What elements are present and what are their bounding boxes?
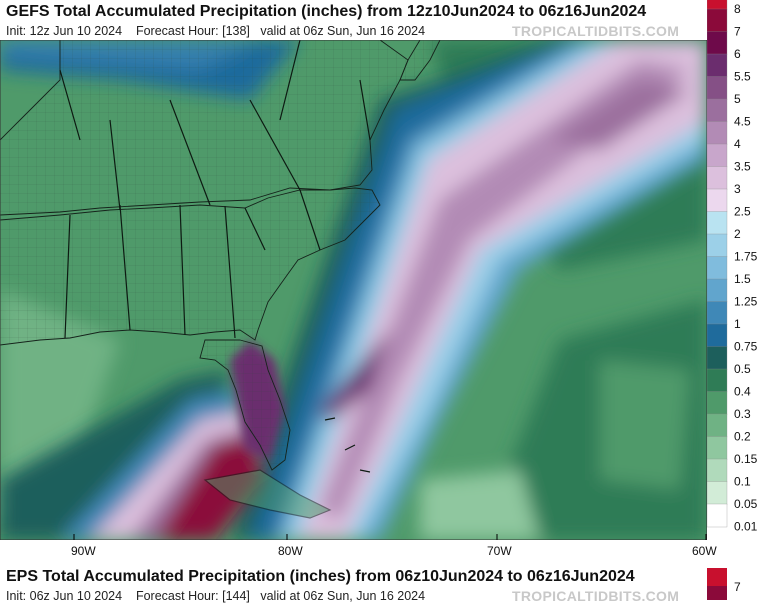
colorbar-level-label: 2.5	[734, 205, 751, 219]
colorbar-swatch	[707, 31, 728, 55]
watermark: TROPICALTIDBITS.COM	[512, 588, 680, 604]
colorbar-swatch	[707, 98, 728, 123]
colorbar-level-label: 2	[734, 227, 741, 241]
forecast-hour-text: Forecast Hour: [144]	[135, 589, 250, 603]
colorbar-level-label: 0.4	[734, 385, 751, 399]
panel2-subtitle: Init: 06z Jun 10 2024 Forecast Hour: [14…	[6, 588, 679, 604]
watermark: TROPICALTIDBITS.COM	[512, 23, 680, 39]
colorbar-level-label: 0.3	[734, 407, 751, 421]
colorbar-level-label: 8	[734, 2, 741, 16]
colorbar-level-label: 3.5	[734, 160, 751, 174]
panel2-swatch	[707, 586, 727, 600]
colorbar-swatch	[707, 323, 728, 348]
colorbar-swatch	[707, 391, 728, 415]
colorbar-level-label: 6	[734, 47, 741, 61]
colorbar-swatch	[707, 413, 728, 438]
colorbar-level-label: 0.5	[734, 362, 751, 376]
colorbar-swatch	[707, 211, 728, 235]
precipitation-map	[0, 40, 707, 540]
colorbar-swatch	[707, 166, 728, 190]
panel2-title: EPS Total Accumulated Precipitation (inc…	[6, 568, 635, 585]
colorbar-level-label: 4	[734, 137, 741, 151]
panel1-title: GEFS Total Accumulated Precipitation (in…	[6, 3, 647, 20]
panel2-colorbar: 7	[707, 568, 741, 600]
colorbar-level-label: 1	[734, 317, 741, 331]
colorbar-level-label: 7	[734, 25, 741, 39]
panel2-swatch	[707, 568, 727, 586]
colorbar-swatch	[707, 8, 728, 33]
colorbar-level-label: 0.01	[734, 520, 758, 534]
colorbar-swatch	[707, 256, 728, 280]
colorbar-swatch	[707, 481, 728, 505]
colorbar-level-label: 3	[734, 182, 741, 196]
colorbar-swatch	[707, 188, 728, 213]
lon-label-60w: 60W	[692, 544, 717, 558]
colorbar-level-label: 0.15	[734, 452, 758, 466]
forecast-hour-text: Forecast Hour: [138]	[135, 24, 250, 38]
lon-label-90w: 90W	[71, 544, 96, 558]
valid-text: valid at 06z Sun, Jun 16 2024	[260, 589, 426, 603]
colorbar-swatch	[707, 76, 728, 100]
colorbar-swatch	[707, 346, 728, 370]
colorbar-swatch	[707, 458, 728, 483]
colorbar-level-label: 5.5	[734, 70, 751, 84]
colorbar-level-label: 0.75	[734, 340, 758, 354]
colorbar-swatch	[707, 233, 728, 258]
colorbar-swatch	[707, 0, 728, 10]
colorbar-swatch	[707, 121, 728, 145]
colorbar-swatch	[707, 53, 728, 78]
colorbar-level-label: 0.1	[734, 475, 751, 489]
colorbar-swatch	[707, 503, 728, 528]
precipitation-colorbar: 8 7 6 5.5 5 4.5 4 3.5 3 2.5 2 1.75 1.5 1.25 1 0.75 0.5 0.…	[707, 0, 758, 534]
colorbar-level-label: 0.05	[734, 497, 758, 511]
panel1-subtitle: Init: 12z Jun 10 2024 Forecast Hour: [13…	[6, 23, 679, 39]
colorbar-swatch	[707, 143, 728, 168]
colorbar-level-label: 5	[734, 92, 741, 106]
colorbar-level-label: 1.25	[734, 295, 758, 309]
init-text: Init: 06z Jun 10 2024	[6, 589, 123, 603]
colorbar-level-label: 0.2	[734, 430, 751, 444]
colorbar-swatch	[707, 278, 728, 303]
colorbar-level-label: 1.75	[734, 250, 758, 264]
valid-text: valid at 06z Sun, Jun 16 2024	[260, 24, 426, 38]
colorbar-level-label: 4.5	[734, 115, 751, 129]
lon-label-70w: 70W	[487, 544, 512, 558]
init-text: Init: 12z Jun 10 2024	[6, 24, 123, 38]
lon-label-80w: 80W	[278, 544, 303, 558]
colorbar-level-label: 1.5	[734, 272, 751, 286]
colorbar-swatch	[707, 301, 728, 325]
colorbar-swatch	[707, 436, 728, 460]
colorbar-swatch	[707, 368, 728, 393]
panel2-level-label: 7	[734, 580, 741, 594]
